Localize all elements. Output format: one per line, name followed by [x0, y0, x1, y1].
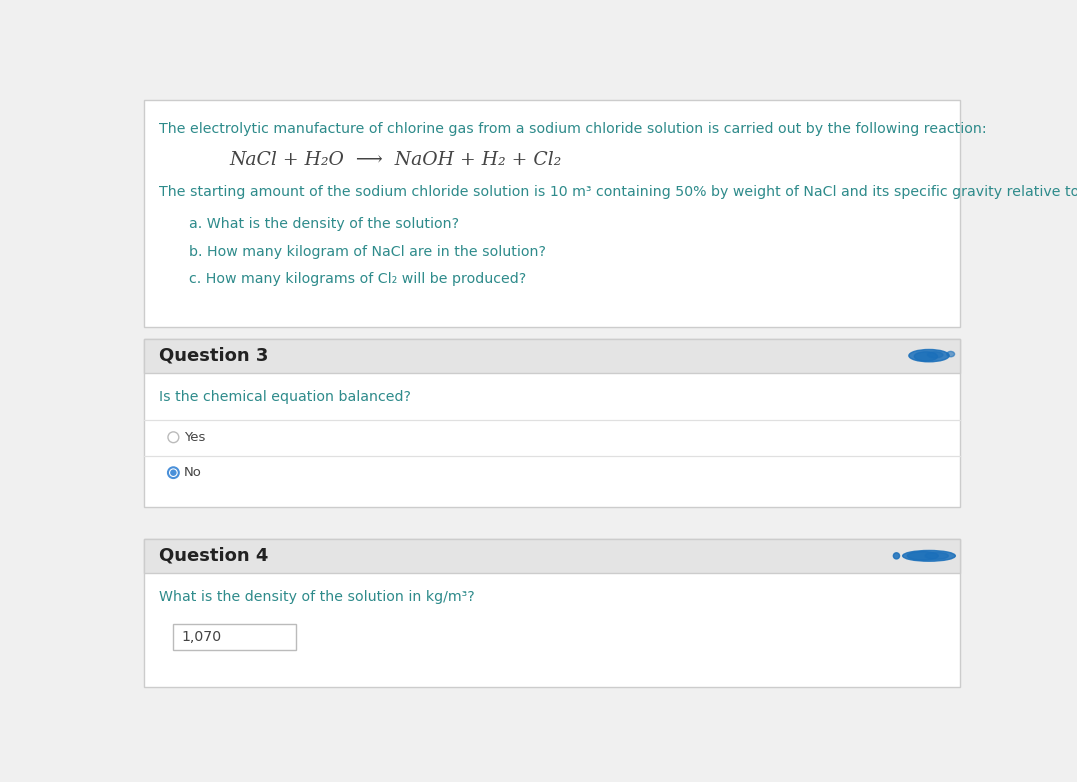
Ellipse shape — [903, 551, 955, 561]
FancyBboxPatch shape — [144, 539, 960, 572]
Text: What is the density of the solution in kg/m³?: What is the density of the solution in k… — [159, 590, 475, 604]
Circle shape — [170, 469, 177, 476]
Ellipse shape — [907, 551, 938, 560]
Circle shape — [168, 468, 179, 478]
Text: c. How many kilograms of Cl₂ will be produced?: c. How many kilograms of Cl₂ will be pro… — [188, 272, 527, 286]
Text: Question 3: Question 3 — [159, 346, 269, 364]
Ellipse shape — [909, 350, 949, 362]
Text: NaCl + H₂O  ⟶  NaOH + H₂ + Cl₂: NaCl + H₂O ⟶ NaOH + H₂ + Cl₂ — [229, 151, 561, 169]
Text: a. What is the density of the solution?: a. What is the density of the solution? — [188, 217, 459, 231]
Text: Yes: Yes — [184, 431, 206, 443]
FancyBboxPatch shape — [144, 100, 960, 327]
Text: No: No — [184, 466, 202, 479]
Ellipse shape — [947, 351, 954, 357]
Text: The starting amount of the sodium chloride solution is 10 m³ containing 50% by w: The starting amount of the sodium chlori… — [159, 185, 1077, 199]
Text: The electrolytic manufacture of chlorine gas from a sodium chloride solution is : The electrolytic manufacture of chlorine… — [159, 121, 987, 135]
Circle shape — [168, 432, 179, 443]
Ellipse shape — [925, 552, 949, 559]
Text: 1,070: 1,070 — [181, 630, 221, 644]
Text: b. How many kilogram of NaCl are in the solution?: b. How many kilogram of NaCl are in the … — [188, 245, 546, 259]
Ellipse shape — [893, 553, 899, 559]
Text: Question 4: Question 4 — [159, 547, 269, 565]
Ellipse shape — [914, 352, 937, 361]
Text: Is the chemical equation balanced?: Is the chemical equation balanced? — [159, 389, 411, 404]
FancyBboxPatch shape — [144, 539, 960, 687]
FancyBboxPatch shape — [173, 623, 296, 650]
Ellipse shape — [927, 352, 943, 358]
FancyBboxPatch shape — [144, 339, 960, 507]
FancyBboxPatch shape — [144, 339, 960, 372]
